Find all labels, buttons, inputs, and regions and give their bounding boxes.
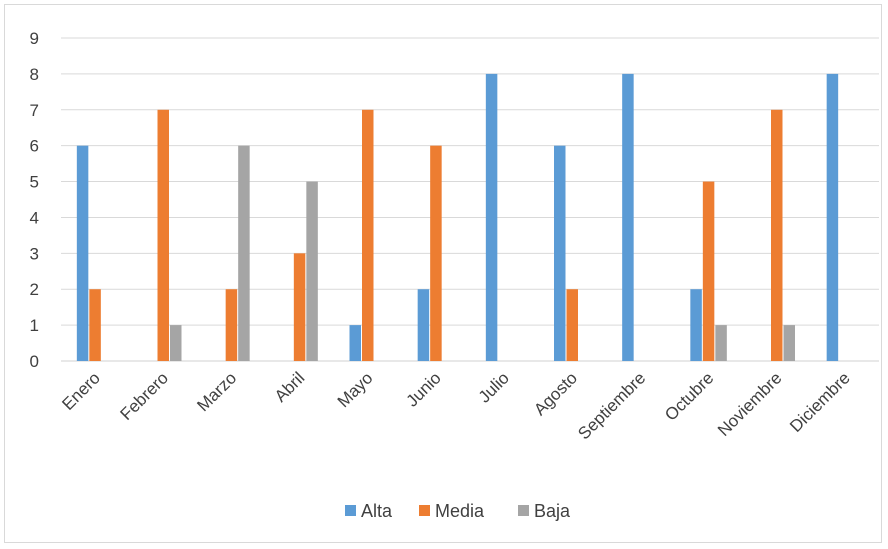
- bar-baja-marzo: [238, 145, 250, 361]
- y-tick-label: 2: [30, 280, 39, 299]
- y-tick-label: 9: [30, 29, 39, 48]
- bar-media-febrero: [157, 109, 169, 362]
- legend-swatch-baja: [518, 505, 529, 516]
- y-tick-label: 8: [30, 65, 39, 84]
- bar-media-junio: [430, 145, 442, 361]
- bar-alta-diciembre: [826, 73, 839, 361]
- legend-label-alta: Alta: [361, 501, 393, 521]
- bar-alta-julio: [485, 73, 498, 361]
- y-tick-label: 6: [30, 137, 39, 156]
- bar-media-mayo: [362, 109, 374, 362]
- x-tick-label: Noviembre: [714, 368, 786, 440]
- y-tick-label: 0: [30, 352, 39, 371]
- x-tick-label: Febrero: [117, 368, 173, 424]
- y-tick-label: 4: [30, 208, 39, 227]
- bar-media-octubre: [702, 181, 715, 361]
- bar-baja-octubre: [715, 325, 727, 361]
- bar-media-abril: [293, 253, 306, 361]
- bar-media-agosto: [566, 289, 578, 361]
- legend-label-baja: Baja: [534, 501, 571, 521]
- y-tick-label: 7: [30, 101, 39, 120]
- bar-media-noviembre: [771, 109, 783, 362]
- x-tick-label: Marzo: [193, 368, 240, 415]
- bar-baja-abril: [306, 181, 318, 361]
- gridlines: [61, 37, 879, 362]
- bar-alta-octubre: [690, 289, 702, 361]
- bar-alta-junio: [417, 289, 430, 361]
- y-tick-label: 1: [30, 316, 39, 335]
- x-tick-label: Enero: [58, 368, 104, 414]
- legend: Alta Media Baja: [345, 501, 571, 521]
- x-axis-tick-labels: Enero Febrero Marzo Abril Mayo Junio Julio Agos…: [58, 368, 853, 443]
- legend-swatch-alta: [345, 505, 356, 516]
- x-tick-label: Abril: [271, 368, 308, 405]
- bar-media-enero: [89, 289, 101, 361]
- legend-label-media: Media: [435, 501, 485, 521]
- legend-swatch-media: [419, 505, 430, 516]
- bar-chart: 0 1 2 3 4 5 6 7 8 9 Enero Febrero Marzo Abril Mayo Jun…: [30, 29, 879, 521]
- x-tick-label: Junio: [403, 368, 445, 410]
- x-tick-label: Diciembre: [786, 368, 854, 436]
- y-tick-label: 5: [30, 173, 39, 192]
- bar-baja-febrero: [170, 325, 182, 361]
- bar-alta-mayo: [349, 325, 361, 361]
- bar-alta-septiembre: [622, 73, 634, 361]
- x-tick-label: Julio: [475, 368, 513, 406]
- x-tick-label: Agosto: [530, 368, 581, 419]
- chart-frame: 0 1 2 3 4 5 6 7 8 9 Enero Febrero Marzo Abril Mayo Jun…: [4, 4, 882, 543]
- bar-alta-enero: [76, 145, 89, 361]
- bar-media-marzo: [225, 289, 238, 361]
- y-tick-label: 3: [30, 244, 39, 263]
- x-tick-label: Septiembre: [574, 368, 649, 443]
- y-axis-tick-labels: 0 1 2 3 4 5 6 7 8 9: [30, 29, 39, 371]
- bars: [76, 73, 839, 362]
- x-tick-label: Mayo: [334, 368, 377, 411]
- bar-baja-noviembre: [783, 325, 795, 361]
- x-tick-label: Octubre: [661, 368, 717, 424]
- bar-alta-agosto: [554, 145, 566, 361]
